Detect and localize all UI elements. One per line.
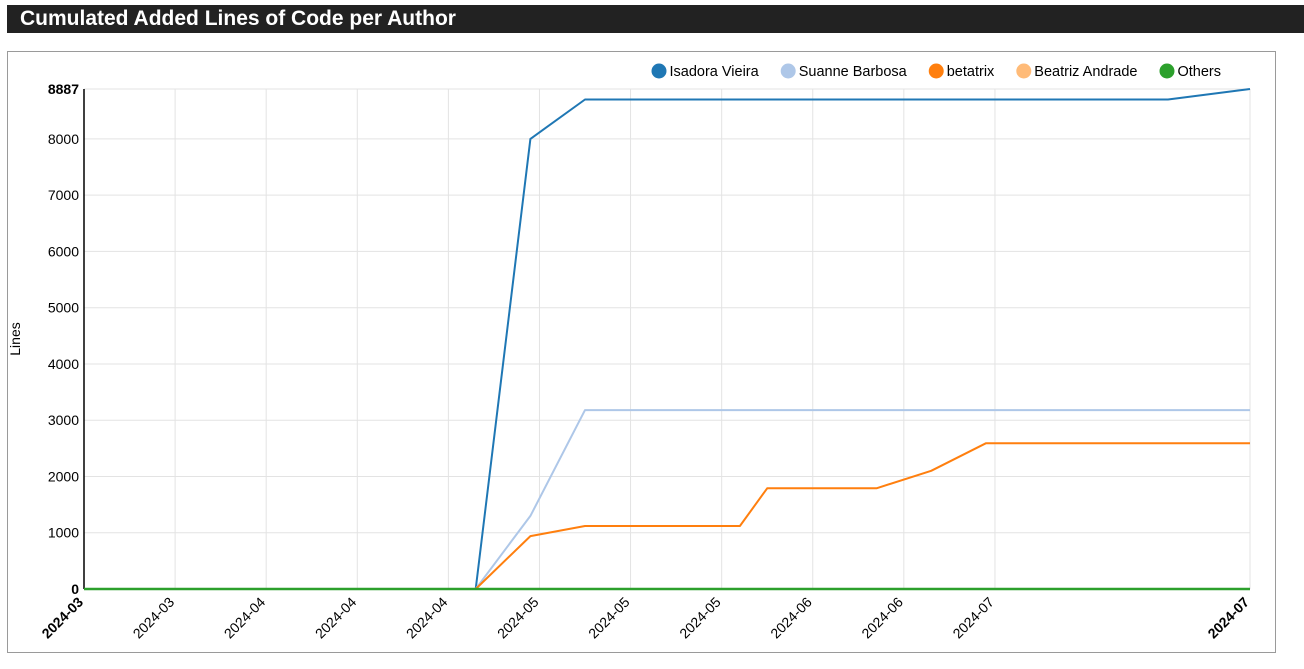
y-tick-label: 2000 xyxy=(48,468,79,484)
legend-swatch xyxy=(780,63,796,79)
y-tick-label: 6000 xyxy=(48,243,79,259)
x-tick-label: 2024-07 xyxy=(949,594,997,642)
legend-item-others: Others xyxy=(1159,63,1221,80)
x-tick-label: 2024-05 xyxy=(676,594,724,642)
series-line-isadora-vieira xyxy=(84,88,1251,590)
legend-swatch xyxy=(651,63,667,79)
y-axis-label: Lines xyxy=(7,322,23,355)
grid xyxy=(84,88,1251,589)
y-tick-label: 7000 xyxy=(48,187,79,203)
legend-item-beatriz-andrade: Beatriz Andrade xyxy=(1016,63,1137,80)
x-tick-label: 2024-03 xyxy=(38,594,86,642)
x-tick-label: 2024-05 xyxy=(494,594,542,642)
series-line-suanne-barbosa xyxy=(84,409,1250,590)
y-tick-label: 1000 xyxy=(48,525,79,541)
legend: Isadora Vieira Suanne Barbosa betatrix Beat… xyxy=(651,63,1221,80)
x-tick-label: 2024-03 xyxy=(130,594,178,642)
y-tick-label: 8000 xyxy=(48,131,79,147)
legend-swatch xyxy=(928,63,944,79)
y-tick-label: 4000 xyxy=(48,356,79,372)
chart-title: Cumulated Added Lines of Code per Author xyxy=(20,7,456,30)
x-tick-label: 2024-06 xyxy=(767,594,815,642)
y-tick-label: 5000 xyxy=(48,300,79,316)
x-tick-label: 2024-07 xyxy=(1204,594,1252,642)
y-tick-label: 8887 xyxy=(48,81,79,97)
legend-swatch xyxy=(1159,63,1175,79)
title-bar: Cumulated Added Lines of Code per Author xyxy=(7,5,1304,33)
legend-item-betatrix: betatrix xyxy=(928,63,995,80)
series-lines xyxy=(84,88,1251,591)
legend-item-isadora-vieira: Isadora Vieira xyxy=(651,63,760,80)
legend-label: Beatriz Andrade xyxy=(1034,64,1137,80)
x-tick-label: 2024-06 xyxy=(858,594,906,642)
x-tick-label: 2024-05 xyxy=(585,594,633,642)
x-tick-label: 2024-04 xyxy=(403,594,451,642)
x-tick-label: 2024-04 xyxy=(312,594,360,642)
y-tick-label: 0 xyxy=(71,581,79,597)
series-line-betatrix xyxy=(84,442,1250,590)
axes: 0 1000 2000 3000 4000 5000 6000 7000 8000 8887 202… xyxy=(7,81,1252,641)
legend-label: Isadora Vieira xyxy=(670,64,760,80)
x-tick-label: 2024-04 xyxy=(221,594,269,642)
legend-label: betatrix xyxy=(947,64,995,80)
legend-label: Suanne Barbosa xyxy=(799,64,908,80)
legend-swatch xyxy=(1016,63,1032,79)
y-tick-label: 3000 xyxy=(48,412,79,428)
legend-item-suanne-barbosa: Suanne Barbosa xyxy=(780,63,908,80)
legend-label: Others xyxy=(1177,64,1221,80)
chart-frame xyxy=(7,51,1276,653)
